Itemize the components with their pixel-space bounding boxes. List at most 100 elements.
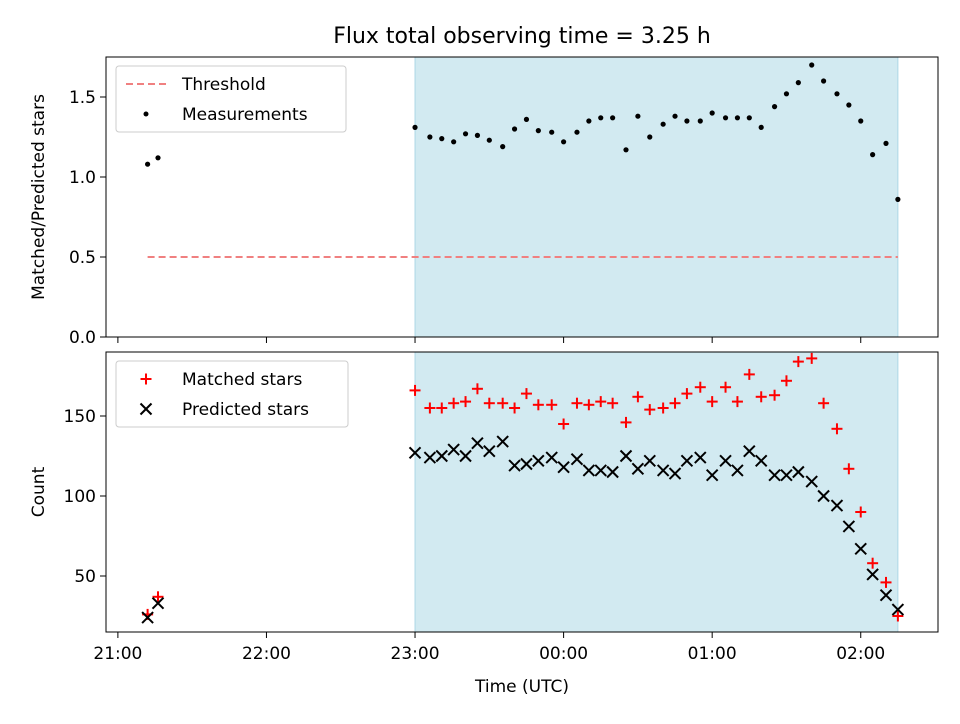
top-axes: 0.0 0.5 1.0 1.5 Matched/Predicted stars Thr…: [29, 56, 939, 348]
matched-star-point: [532, 399, 544, 411]
matched-star-point: [448, 397, 460, 409]
legend-plus-marker: [140, 373, 152, 385]
measurement-point: [684, 118, 690, 124]
measurement-point: [451, 139, 457, 145]
matched-star-point: [632, 391, 644, 403]
matched-star-point: [681, 388, 693, 400]
predicted-star-point: [471, 436, 484, 450]
predicted-star-point: [731, 464, 744, 477]
predicted-star-point: [435, 449, 448, 463]
matched-star-point: [509, 402, 521, 414]
bottom-ticks: 50 100 150 21:00 22:00 23:00 00:00 01:00 02:00: [64, 407, 886, 664]
predicted-star-point: [792, 465, 805, 479]
matched-star-point: [867, 557, 879, 569]
measurement-point: [647, 134, 653, 140]
measurement-point: [561, 139, 567, 145]
measurement-point: [697, 118, 703, 124]
y-tick-label: 0.0: [69, 328, 96, 348]
measurement-point: [672, 113, 678, 119]
measurement-point: [586, 118, 592, 124]
x-axis-label: Time (UTC): [474, 677, 569, 697]
measurement-point: [610, 115, 616, 121]
matched-star-point: [409, 384, 421, 396]
top-legend-box: [115, 65, 347, 133]
predicted-star-point: [151, 596, 165, 610]
measurement-point: [771, 104, 778, 110]
predicted-star-point: [619, 449, 633, 463]
predicted-star-point: [532, 454, 545, 468]
predicted-star-point: [557, 460, 570, 474]
measurement-point: [439, 136, 445, 142]
matched-star-point: [792, 356, 804, 368]
measurements-points: [145, 62, 901, 202]
matched-star-point: [520, 388, 532, 400]
top-axes-frame: [105, 56, 939, 338]
measurement-point: [623, 147, 629, 153]
predicted-star-point: [891, 603, 905, 616]
y-tick-label: 150: [64, 407, 96, 427]
matched-star-point: [818, 397, 830, 409]
matched-star-point: [595, 396, 607, 408]
matched-star-point: [424, 402, 436, 414]
predicted-star-point: [680, 454, 694, 468]
measurement-point: [598, 115, 604, 121]
measurement-point: [511, 126, 518, 132]
matched-star-point: [152, 591, 164, 603]
matched-stars-points: [142, 352, 904, 622]
matched-star-point: [483, 397, 495, 409]
predicted-star-point: [545, 451, 558, 464]
bottom-shaded-span: [414, 351, 899, 633]
measurement-point: [758, 124, 764, 130]
measurement-point: [834, 91, 840, 97]
matched-star-point: [694, 381, 706, 393]
matched-star-point: [607, 397, 619, 409]
matched-star-point: [831, 423, 843, 435]
top-ticks: 0.0 0.5 1.0 1.5: [69, 88, 862, 348]
legend-measurements-swatch: [143, 111, 149, 117]
measurement-point: [486, 137, 492, 143]
measurement-point: [846, 102, 852, 108]
measurement-point: [145, 161, 151, 167]
matched-star-point: [769, 389, 781, 401]
measurement-point: [474, 132, 481, 138]
matched-star-point: [436, 402, 448, 414]
predicted-star-point: [520, 457, 533, 471]
measurement-point: [574, 129, 580, 135]
measurement-point: [155, 155, 161, 161]
measurement-point: [809, 62, 815, 68]
measurement-point: [462, 131, 469, 137]
measurement-point: [783, 91, 790, 97]
measurement-point: [709, 110, 715, 116]
predicted-star-point: [631, 462, 645, 476]
legend-matched-label: Matched stars: [182, 370, 302, 390]
matched-star-point: [471, 383, 483, 395]
matched-star-point: [583, 399, 595, 411]
predicted-star-point: [805, 475, 818, 488]
measurement-point: [535, 128, 541, 134]
matched-star-point: [644, 404, 656, 416]
predicted-star-point: [141, 611, 154, 624]
matched-star-point: [806, 352, 818, 364]
y-tick-label: 1.5: [69, 88, 96, 108]
matched-star-point: [892, 610, 904, 622]
legend-measurements-label: Measurements: [182, 105, 308, 125]
measurement-point: [427, 134, 433, 140]
x-tick-label: 00:00: [539, 644, 588, 664]
measurement-point: [660, 121, 666, 127]
predicted-star-point: [423, 451, 437, 464]
matched-star-point: [546, 399, 558, 411]
top-shaded-span: [414, 56, 899, 338]
matched-star-point: [843, 463, 855, 475]
predicted-star-point: [719, 454, 732, 468]
matched-star-point: [620, 416, 632, 428]
x-tick-label: 23:00: [391, 644, 440, 664]
measurement-point: [870, 152, 876, 158]
predicted-star-point: [643, 454, 656, 468]
matched-star-point: [755, 391, 767, 403]
predicted-star-point: [668, 467, 682, 480]
bottom-legend: Matched stars Predicted stars: [115, 360, 349, 428]
matched-star-point: [880, 576, 892, 588]
predicted-star-point: [879, 588, 893, 602]
measurement-point: [412, 124, 418, 130]
